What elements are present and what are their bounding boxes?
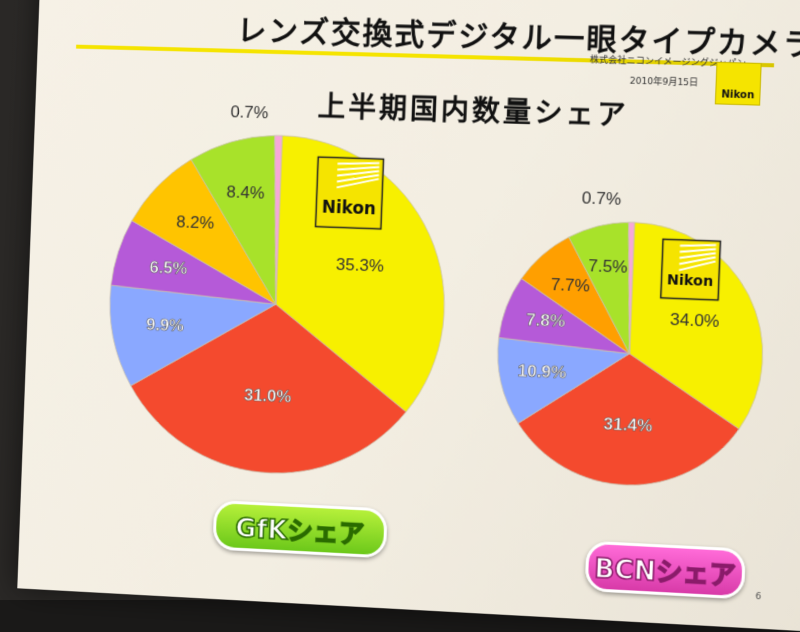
bcn-slice-3 bbox=[498, 278, 632, 354]
bcn-slice-label-5: 7.5% bbox=[588, 255, 628, 276]
gfk-slice-3 bbox=[111, 220, 279, 304]
gfk-slice-label-3: 6.5% bbox=[149, 257, 187, 277]
gfk-slice-1 bbox=[128, 299, 410, 480]
gfk-slice-label-5: 8.4% bbox=[226, 183, 265, 203]
bcn-share-text: BCNシェア bbox=[593, 553, 737, 592]
bcn-slice-5 bbox=[564, 220, 634, 353]
bcn-slice-label-0: 34.0% bbox=[670, 310, 720, 331]
gfk-slice-2 bbox=[107, 285, 276, 392]
bcn-nikon-badge-text: Nikon bbox=[667, 272, 714, 290]
gfk-slice-4 bbox=[129, 158, 281, 305]
gfk-slice-0 bbox=[272, 136, 451, 414]
gfk-slice-5 bbox=[186, 133, 282, 304]
bcn-slice-label-4: 7.7% bbox=[550, 275, 590, 296]
bcn-slice-4 bbox=[519, 236, 634, 354]
gfk-share-label: GfKシェア bbox=[212, 499, 388, 559]
presentation-slide: レンズ交換式デジタル一眼タイプカメラ 株式会社ニコンイメージングジャパン 201… bbox=[17, 0, 800, 632]
gfk-nikon-badge bbox=[316, 157, 384, 229]
bcn-nikon-badge bbox=[661, 239, 721, 300]
page-number: 6 bbox=[755, 591, 762, 603]
bcn-pie: 34.0% 31.4% 10.9% 7.8% 7.7%7.5% 0.7% Nikon bbox=[493, 188, 769, 491]
gfk-pie: 35.3% 31.0% 9.9% 6.5% 8.2% 8.4% 0.7% Nikon bbox=[104, 102, 452, 481]
bcn-slice-label-2: 10.9% bbox=[517, 361, 566, 382]
gfk-nikon-badge-text: Nikon bbox=[322, 197, 377, 219]
bcn-slice-2 bbox=[495, 338, 630, 429]
gfk-slice-label-2: 9.9% bbox=[146, 315, 184, 335]
bcn-slice-label-3: 7.8% bbox=[526, 310, 566, 331]
bcn-share-label: BCNシェア bbox=[584, 540, 746, 600]
gfk-slice-label-6: 0.7% bbox=[230, 102, 269, 122]
bcn-slice-label-1: 31.4% bbox=[603, 414, 653, 436]
pie-charts: 35.3%31.0%9.9%6.5%8.2%8.4%0.7%Nikon34.0%… bbox=[17, 102, 800, 632]
gfk-share-text: GfKシェア bbox=[234, 513, 365, 551]
gfk-slice-label-0: 35.3% bbox=[336, 255, 385, 276]
bcn-slice-label-6: 0.7% bbox=[581, 188, 621, 209]
gfk-slice-label-1: 31.0% bbox=[244, 385, 292, 406]
gfk-slice-label-4: 8.2% bbox=[176, 213, 215, 233]
